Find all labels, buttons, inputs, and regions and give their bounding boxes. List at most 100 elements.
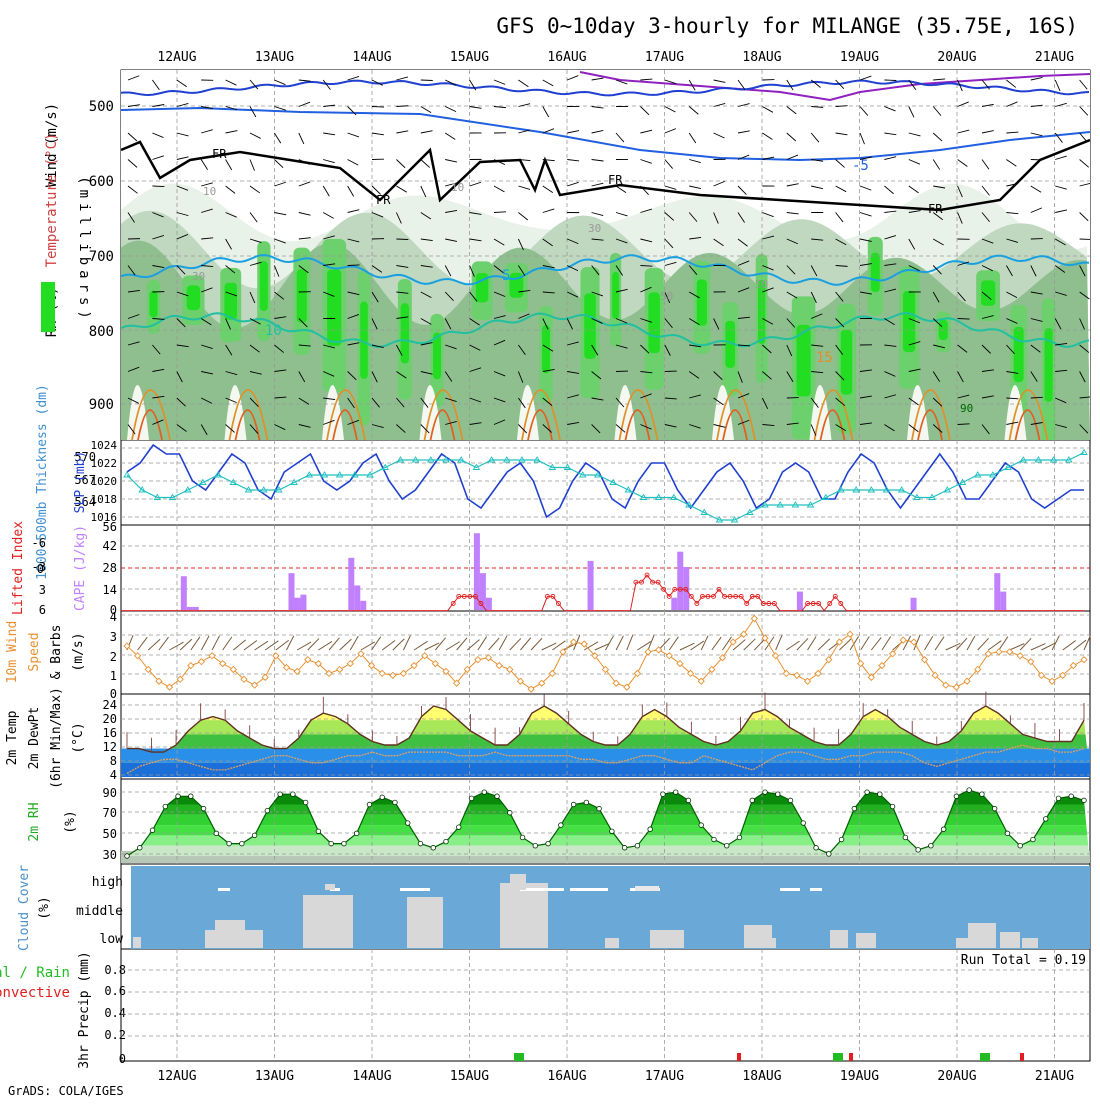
rh2m-axis: 90 70 50 30 2m RH (%) (27, 786, 117, 862)
rh2m-label: 2m RH (27, 802, 42, 841)
rh-blob-core (187, 285, 200, 310)
wind10-speed-label: Speed (27, 632, 42, 671)
rh-point (393, 800, 398, 805)
cape-tick: 56 (103, 520, 117, 534)
wind-tick: 1 (110, 669, 117, 683)
rh-label: 10 (203, 185, 216, 198)
cape-bar (671, 598, 677, 610)
rh-blob-core (841, 330, 852, 395)
minmax-label: (6hr Min/Max) (49, 687, 64, 789)
date-label: 16AUG (547, 50, 586, 65)
rh-point (878, 792, 883, 797)
cape-bar (677, 552, 683, 610)
cape-bar (994, 573, 1000, 610)
rh-point (954, 794, 959, 799)
cloud-low-bar (215, 920, 245, 948)
li-tick: 3 (39, 583, 46, 597)
date-label: 12AUG (157, 1069, 196, 1084)
cloud-low-bar (766, 938, 776, 948)
precip-tick: 0.6 (104, 984, 126, 998)
temp-tick: 16 (103, 726, 117, 740)
profile-side-labels: Wind (m/s) Temperature (°C) RH (%) (mill… (41, 103, 92, 337)
temp2m-unit: (°C) (71, 722, 86, 753)
rh-point (992, 806, 997, 811)
rh-band (121, 835, 1090, 845)
rh-point (405, 821, 410, 826)
rh-point (635, 843, 640, 848)
rh-point (201, 806, 206, 811)
wind10-panel (121, 611, 1090, 694)
date-label: 21AUG (1035, 50, 1074, 65)
rh-point (775, 792, 780, 797)
li-tick: -6 (32, 536, 46, 550)
rh-point (763, 790, 768, 795)
rh-point (801, 821, 806, 826)
cape-bar (187, 607, 193, 610)
rh-point (1056, 796, 1061, 801)
rh-point (431, 845, 436, 850)
cloud-background (131, 866, 1090, 949)
cloud-low-bar (133, 937, 141, 948)
cape-bar (588, 561, 594, 610)
rh-point (737, 835, 742, 840)
rh2m-unit: (%) (63, 810, 78, 833)
rh-blob-core (327, 270, 341, 346)
wind10-barbs-label: & Barbs (49, 625, 64, 680)
cloud-high-bar (520, 888, 564, 891)
rh-label: 50 (755, 278, 768, 291)
rh-point (839, 837, 844, 842)
rh-point (903, 835, 908, 840)
rh-blob-core (648, 292, 659, 353)
cloud-low-bar (1000, 932, 1020, 948)
rh-point (137, 845, 142, 850)
run-total: Run Total = 0.19 (961, 953, 1086, 968)
rh-tick: 90 (103, 786, 117, 800)
cloud-low-bar (856, 933, 876, 948)
rh-point (622, 845, 627, 850)
precip-tick: 0.4 (104, 1006, 126, 1020)
date-label: 16AUG (547, 1069, 586, 1084)
cape-bar (1000, 592, 1006, 610)
fr-label: FR (376, 193, 391, 207)
precip-total-bar (980, 1053, 990, 1061)
temp-tick: 12 (103, 740, 117, 754)
wind-barb (396, 239, 408, 240)
rh-point (508, 810, 513, 815)
thickness-label: 1000~500mb Thickness (dm) (35, 384, 50, 580)
rh-point (699, 823, 704, 828)
rh-tick: 70 (103, 806, 117, 820)
cloud-high-bar (810, 888, 822, 891)
rh-label: 10 (451, 181, 464, 194)
precip-total-label: Total / Rain (0, 965, 70, 981)
rh-point (303, 800, 308, 805)
precip-panel (121, 949, 1090, 1061)
rh-point (291, 792, 296, 797)
rh-point (750, 798, 755, 803)
rh-blob-core (1014, 327, 1024, 382)
rh-point (252, 833, 257, 838)
pressure-axis-label: (millibars) (76, 176, 92, 324)
date-label: 15AUG (450, 1069, 489, 1084)
wind-barb (421, 80, 433, 81)
rh-point (265, 808, 270, 813)
rh-blob-core (871, 253, 880, 292)
temp-tick: 8 (110, 754, 117, 768)
footer-credit: GrADS: COLA/IGES (8, 1084, 124, 1098)
rh-point (1031, 837, 1036, 842)
rh-point (533, 843, 538, 848)
temp-label-minus5: -5 (852, 158, 869, 174)
rh-point (661, 792, 666, 797)
precip-total-bar (833, 1053, 843, 1061)
rh-point (865, 790, 870, 795)
rh-point (125, 854, 130, 859)
date-label: 15AUG (450, 50, 489, 65)
rh-point (189, 794, 194, 799)
lifted-index-label: Lifted Index (11, 521, 26, 615)
rh-point (648, 827, 653, 832)
date-label: 13AUG (255, 50, 294, 65)
precip-convective-bar (737, 1053, 741, 1061)
temperature-label: Temperature (°C) (44, 133, 60, 268)
rh-point (980, 792, 985, 797)
